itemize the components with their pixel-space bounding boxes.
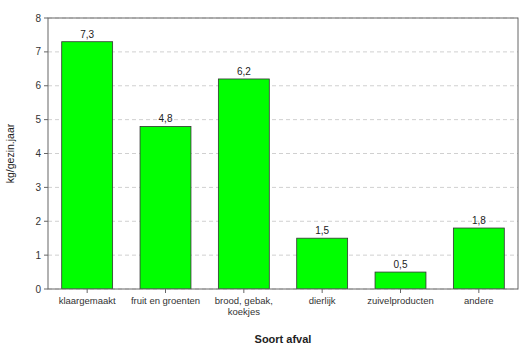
x-tick-label-line: fruit en groenten [131,295,200,306]
x-tick-label-line: brood, gebak, [215,295,273,306]
y-axis-label: kg/gezin.jaar [4,123,16,183]
bar [375,272,426,289]
data-label: 1,8 [472,215,486,226]
x-tick-label-line: koekjes [228,306,260,317]
y-tick [44,187,48,188]
x-tick-label-line: dierlijk [309,295,336,306]
y-tick [44,153,48,154]
bar [453,228,504,289]
x-tick [87,289,88,293]
bar [218,79,269,289]
y-tick-label: 4 [35,148,41,159]
y-tick [44,119,48,120]
chart: 0 1 2 3 4 5 6 7 8 klaargemaakt fruit en groenten br… [0,0,528,351]
y-tick-label: 1 [35,250,41,261]
bars [62,42,505,289]
x-tick-label: andere [464,295,494,306]
x-tick [322,289,323,293]
data-label: 0,5 [394,259,408,270]
plot-frame [48,18,518,289]
y-tick-label: 7 [35,46,41,57]
data-label: 1,5 [315,225,329,236]
x-tick [400,289,401,293]
x-tick [478,289,479,293]
x-tick-label: fruit en groenten [131,295,200,306]
y-tick [44,18,48,19]
y-tick-label: 8 [35,13,41,24]
x-tick-label: klaargemaakt [59,295,116,306]
x-tick-label-line: andere [464,295,494,306]
x-tick-label: zuivelproducten [367,295,434,306]
data-label: 7,3 [80,29,94,40]
y-tick [44,85,48,86]
x-tick-label: dierlijk [309,295,336,306]
y-tick [44,289,48,290]
grid-line [48,51,518,52]
data-label: 4,8 [159,113,173,124]
x-tick-label-line: klaargemaakt [59,295,116,306]
y-tick-label: 0 [35,284,41,295]
grid-line [48,119,518,120]
x-tick [165,289,166,293]
x-tick [243,289,244,293]
grid-line [48,153,518,154]
x-axis-label: Soort afval [255,333,312,345]
y-tick-label: 6 [35,80,41,91]
y-tick [44,221,48,222]
bar [297,238,348,289]
grid-line [48,221,518,222]
y-tick [44,51,48,52]
grid-line [48,85,518,86]
y-tick [44,255,48,256]
y-tick-label: 3 [35,182,41,193]
bar [62,42,113,289]
data-label: 6,2 [237,66,251,77]
grid-line [48,187,518,188]
grid-line [48,255,518,256]
bar [140,126,191,289]
x-tick-label: brood, gebak,koekjes [215,295,273,317]
x-tick-label-line: zuivelproducten [367,295,434,306]
y-tick-label: 2 [35,216,41,227]
y-tick-label: 5 [35,114,41,125]
